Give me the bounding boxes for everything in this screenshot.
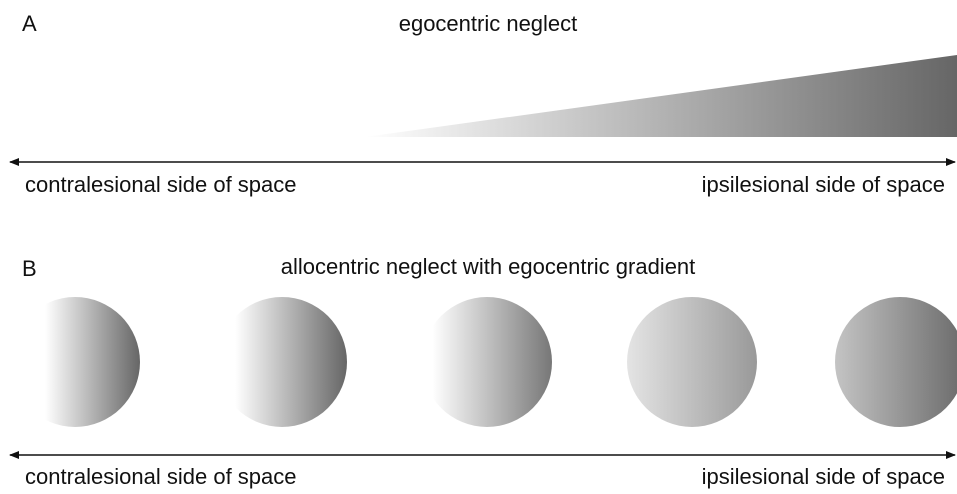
panel-title: allocentric neglect with egocentric grad…	[281, 254, 696, 279]
panel-label: B	[22, 256, 37, 281]
left-label: contralesional side of space	[25, 464, 297, 489]
gradient-wedge	[365, 55, 957, 137]
object-circle	[422, 297, 552, 427]
panel-title: egocentric neglect	[399, 11, 578, 36]
right-label: ipsilesional side of space	[702, 172, 945, 197]
panel-label: A	[22, 11, 37, 36]
object-circle	[217, 297, 347, 427]
object-circle	[835, 297, 957, 427]
right-label: ipsilesional side of space	[702, 464, 945, 489]
left-label: contralesional side of space	[25, 172, 297, 197]
object-circle	[627, 297, 757, 427]
object-circle	[10, 297, 140, 427]
